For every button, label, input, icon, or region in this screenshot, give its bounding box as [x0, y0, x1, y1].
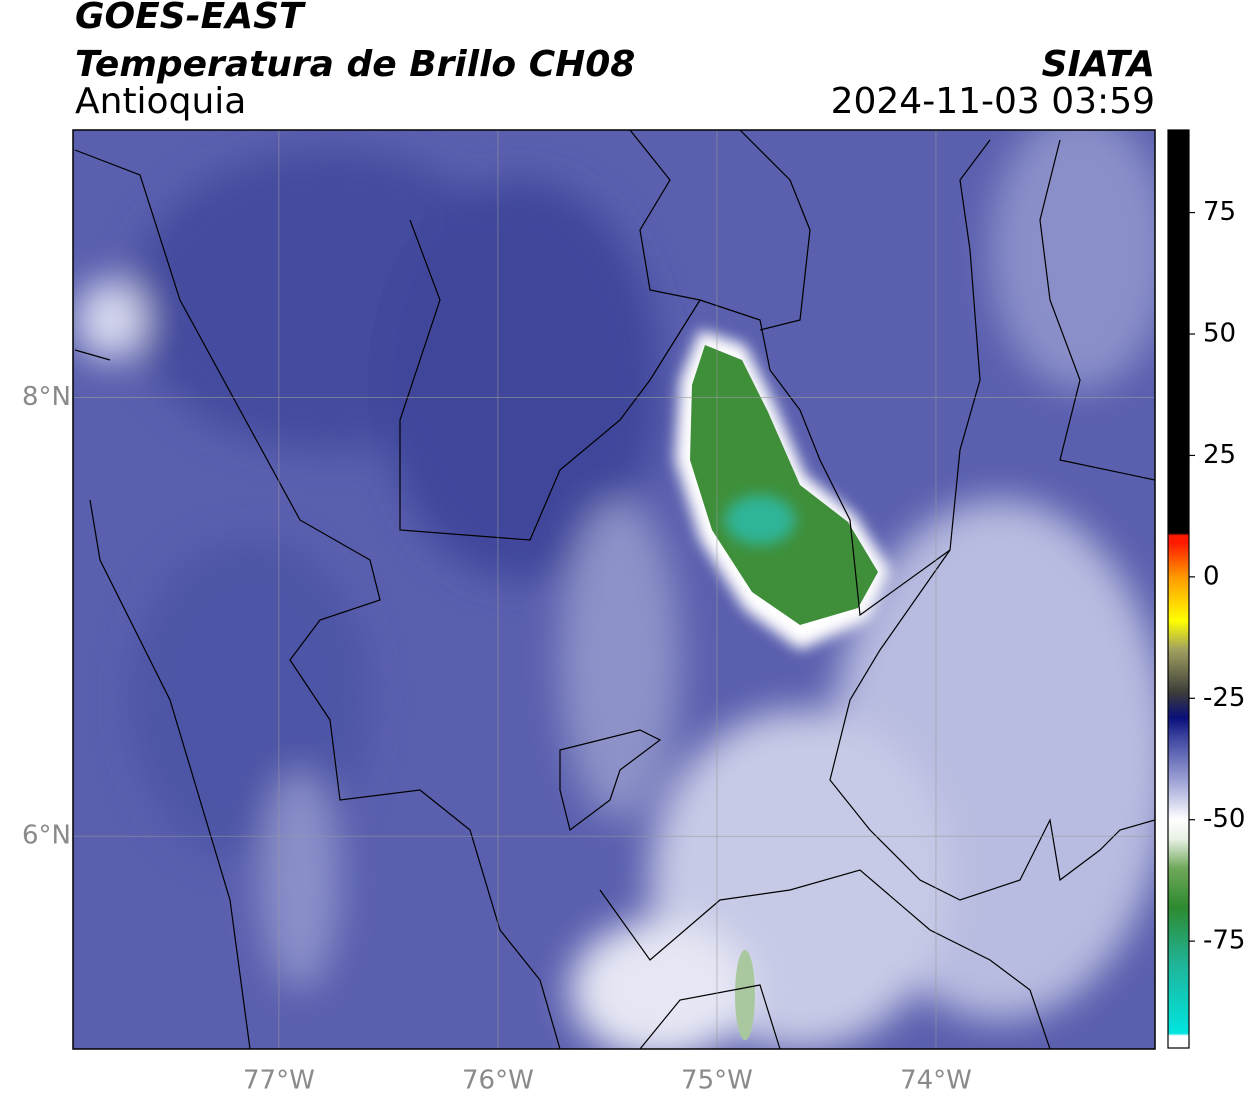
colorbar-tick-label: 50	[1203, 319, 1236, 349]
x-tick-label: 74°W	[900, 1066, 972, 1096]
map-frame	[72, 129, 1156, 1050]
x-tick-label: 77°W	[243, 1066, 315, 1096]
colorbar-tick-label: -50	[1203, 804, 1245, 834]
map-image	[73, 130, 1155, 1049]
colorbar-tick-label: 25	[1203, 440, 1236, 470]
colorbar-tick-label: 75	[1203, 197, 1236, 227]
title: GOES-EAST	[75, 0, 306, 37]
colorbar-tick-label: 0	[1203, 561, 1220, 591]
y-tick-label: 8°N	[22, 382, 71, 412]
x-tick-label: 75°W	[681, 1066, 753, 1096]
timestamp: 2024-11-03 03:59	[831, 81, 1155, 122]
y-tick-label: 6°N	[22, 821, 71, 851]
x-tick-label: 76°W	[462, 1066, 534, 1096]
agency: SIATA	[1042, 44, 1155, 85]
colorbar-tick-label: -75	[1203, 926, 1245, 956]
subtitle: Temperatura de Brillo CH08	[75, 44, 635, 85]
region: Antioquia	[75, 81, 246, 122]
colorbar	[1167, 129, 1190, 1049]
graticule	[73, 130, 1155, 1049]
colorbar-tick-label: -25	[1203, 683, 1245, 713]
